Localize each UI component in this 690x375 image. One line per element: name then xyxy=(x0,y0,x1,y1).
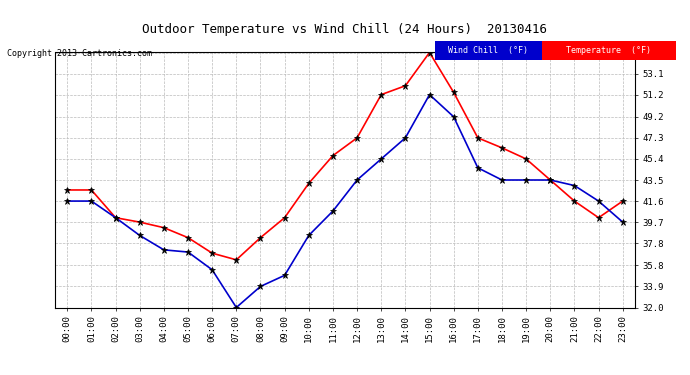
Text: Copyright 2013 Cartronics.com: Copyright 2013 Cartronics.com xyxy=(7,49,152,58)
Text: Outdoor Temperature vs Wind Chill (24 Hours)  20130416: Outdoor Temperature vs Wind Chill (24 Ho… xyxy=(143,22,547,36)
Text: Wind Chill  (°F): Wind Chill (°F) xyxy=(448,46,528,55)
Text: Temperature  (°F): Temperature (°F) xyxy=(566,46,651,55)
